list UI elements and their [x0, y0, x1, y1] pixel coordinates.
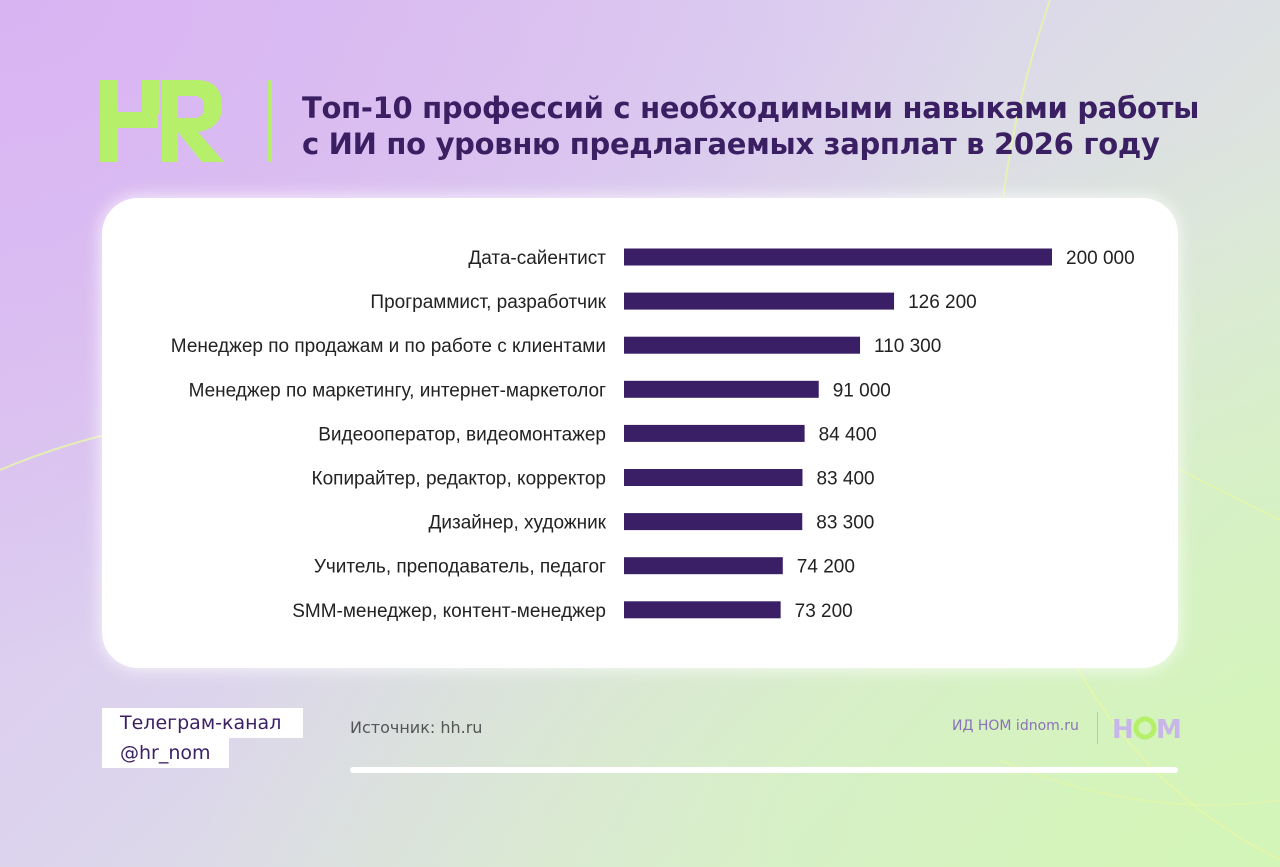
svg-text:М: М — [1156, 715, 1180, 744]
category-label: Копирайтер, редактор, корректор — [312, 469, 606, 490]
value-label: 73 200 — [795, 601, 853, 622]
value-label: 200 000 — [1066, 248, 1135, 269]
value-label: 83 400 — [816, 469, 874, 490]
category-label: SMM-менеджер, контент-менеджер — [292, 601, 606, 622]
bar — [624, 380, 819, 398]
bar — [624, 292, 895, 310]
category-label: Учитель, преподаватель, педагог — [314, 557, 606, 578]
value-label: 110 300 — [874, 336, 941, 357]
telegram-label: Телеграм-канал — [102, 708, 304, 738]
bar — [624, 557, 783, 575]
header-divider — [268, 80, 272, 162]
page-title: Топ-10 профессий с необходимыми навыками… — [302, 90, 1202, 162]
category-label: Менеджер по продажам и по работе с клиен… — [171, 336, 606, 357]
bar — [624, 469, 803, 486]
publisher-divider — [1097, 712, 1098, 744]
category-label: Дата-сайентист — [468, 248, 606, 269]
bar — [624, 513, 803, 531]
value-label: 74 200 — [797, 557, 855, 578]
hr-logo — [100, 80, 224, 162]
bar-chart: Дата-сайентист 200 000 Программист, разраб… — [171, 248, 1135, 622]
nom-logo: Н М — [1112, 715, 1180, 744]
publisher-text: ИД НОМ idnom.ru — [952, 718, 1079, 734]
telegram-handle[interactable]: @hr_nom — [102, 738, 229, 768]
telegram-badge[interactable]: Телеграм-канал @hr_nom — [102, 708, 304, 768]
bar — [624, 248, 1052, 266]
source-text: Источник: hh.ru — [350, 718, 483, 737]
chart-card: Дата-сайентист 200 000 Программист, разраб… — [102, 198, 1178, 668]
footer-line — [350, 767, 1178, 773]
title-line-2: с ИИ по уровню предлагаемых зарплат в 20… — [302, 127, 1160, 161]
category-label: Видеооператор, видеомонтажер — [318, 424, 606, 445]
value-label: 83 300 — [816, 513, 874, 534]
category-label: Программист, разработчик — [370, 292, 606, 313]
value-label: 91 000 — [833, 380, 891, 401]
bar — [624, 601, 781, 619]
category-label: Дизайнер, художник — [429, 513, 607, 534]
value-label: 84 400 — [819, 424, 877, 445]
bar — [624, 336, 861, 354]
value-label: 126 200 — [908, 292, 977, 313]
title-line-1: Топ-10 профессий с необходимыми навыками… — [302, 91, 1200, 125]
bar — [624, 424, 805, 442]
svg-text:Н: Н — [1112, 715, 1134, 744]
category-label: Менеджер по маркетингу, интернет-маркето… — [189, 380, 606, 401]
